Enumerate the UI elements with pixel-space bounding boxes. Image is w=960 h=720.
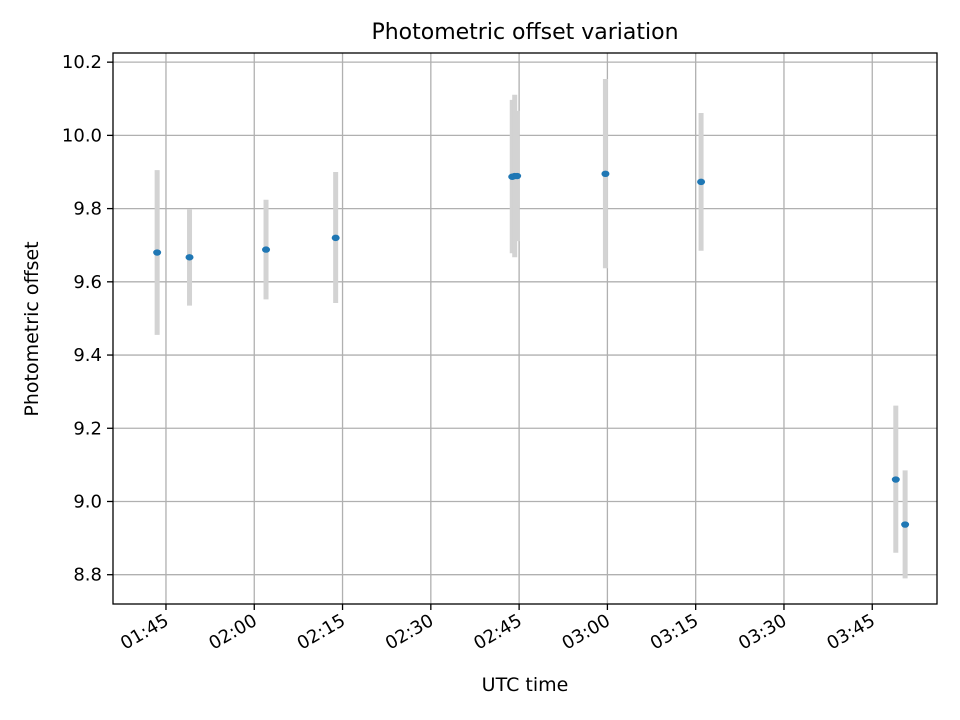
- y-tick-label: 9.4: [73, 345, 102, 366]
- y-axis: 8.8 9.0 9.2 9.4 9.6 9.8 10.0 10.2: [62, 52, 113, 586]
- y-axis-label: Photometric offset: [21, 241, 43, 416]
- data-point: [901, 521, 910, 528]
- data-point: [513, 172, 522, 180]
- plot-frame: [112, 52, 938, 605]
- x-axis-label: UTC time: [482, 674, 569, 696]
- grid: [113, 53, 937, 604]
- data-point: [185, 254, 194, 261]
- y-tick-label: 9.0: [73, 491, 102, 512]
- y-tick-label: 9.6: [73, 272, 102, 293]
- data-point: [601, 170, 610, 178]
- y-tick-label: 10.0: [62, 125, 102, 146]
- data-point: [697, 178, 706, 186]
- data-point: [331, 234, 340, 242]
- data-point: [891, 476, 900, 483]
- data-points: [153, 170, 910, 528]
- y-tick-label: 10.2: [62, 52, 102, 73]
- chart-title: Photometric offset variation: [371, 20, 678, 45]
- data-point: [262, 246, 271, 253]
- y-tick-label: 8.8: [73, 565, 102, 586]
- y-tick-label: 9.8: [73, 199, 102, 220]
- data-point: [153, 249, 162, 256]
- y-tick-label: 9.2: [73, 418, 102, 439]
